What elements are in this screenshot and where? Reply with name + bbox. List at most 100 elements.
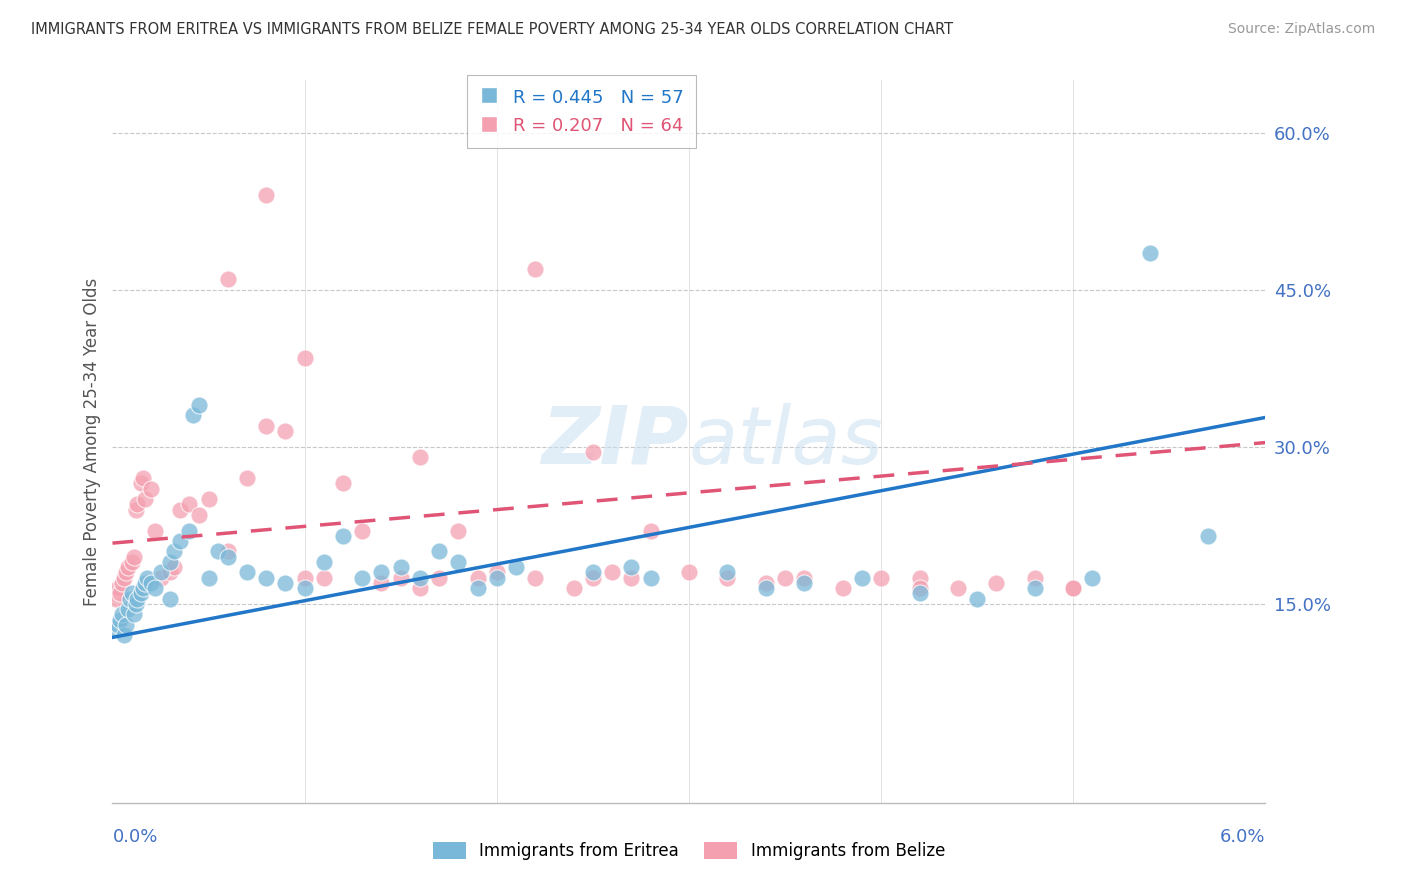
Point [129, 586, 153, 600]
Point [447, 524, 470, 538]
Point [143, 524, 166, 538]
Point [908, 586, 931, 600]
Point [217, 549, 239, 564]
Point [188, 508, 211, 522]
Point [370, 575, 392, 590]
Point [640, 571, 662, 585]
Point [352, 571, 374, 585]
Point [755, 575, 778, 590]
Text: 6.0%: 6.0% [1220, 828, 1265, 846]
Point [312, 571, 335, 585]
Point [716, 571, 738, 585]
Point [197, 571, 219, 585]
Point [108, 613, 131, 627]
Point [773, 571, 796, 585]
Point [136, 571, 159, 585]
Point [755, 581, 778, 595]
Point [524, 571, 547, 585]
Point [127, 497, 149, 511]
Point [946, 581, 969, 595]
Point [134, 575, 156, 590]
Point [505, 560, 527, 574]
Point [716, 566, 738, 580]
Point [169, 502, 191, 516]
Point [132, 471, 155, 485]
Point [485, 571, 508, 585]
Point [582, 566, 605, 580]
Point [107, 581, 129, 595]
Text: ZIP: ZIP [541, 402, 689, 481]
Point [159, 566, 181, 580]
Point [118, 591, 141, 606]
Point [274, 575, 297, 590]
Legend: Immigrants from Eritrea, Immigrants from Belize: Immigrants from Eritrea, Immigrants from… [426, 835, 952, 867]
Point [122, 549, 145, 564]
Point [134, 492, 156, 507]
Text: IMMIGRANTS FROM ERITREA VS IMMIGRANTS FROM BELIZE FEMALE POVERTY AMONG 25-34 YEA: IMMIGRANTS FROM ERITREA VS IMMIGRANTS FR… [31, 22, 953, 37]
Point [312, 555, 335, 569]
Point [409, 581, 432, 595]
Point [115, 617, 138, 632]
Point [485, 566, 508, 580]
Point [1081, 571, 1104, 585]
Point [121, 586, 143, 600]
Point [105, 623, 128, 637]
Text: atlas: atlas [689, 402, 884, 481]
Point [467, 581, 489, 595]
Point [851, 571, 873, 585]
Point [117, 560, 139, 574]
Point [254, 418, 277, 433]
Point [562, 581, 585, 595]
Point [163, 544, 186, 558]
Point [409, 450, 432, 465]
Point [332, 529, 354, 543]
Point [111, 575, 134, 590]
Point [793, 575, 815, 590]
Point [678, 566, 700, 580]
Point [447, 555, 470, 569]
Point [159, 591, 181, 606]
Point [966, 591, 988, 606]
Point [294, 581, 316, 595]
Point [127, 591, 149, 606]
Point [197, 492, 219, 507]
Point [129, 476, 153, 491]
Point [217, 272, 239, 286]
Point [427, 544, 450, 558]
Point [274, 424, 297, 438]
Point [111, 607, 134, 622]
Point [620, 560, 643, 574]
Point [294, 571, 316, 585]
Point [207, 544, 229, 558]
Point [107, 617, 129, 632]
Point [179, 497, 201, 511]
Point [188, 398, 211, 412]
Point [427, 571, 450, 585]
Point [793, 571, 815, 585]
Point [163, 560, 186, 574]
Point [1062, 581, 1084, 595]
Point [467, 571, 489, 585]
Point [139, 575, 162, 590]
Point [1062, 581, 1084, 595]
Point [149, 571, 172, 585]
Point [254, 188, 277, 202]
Point [524, 261, 547, 276]
Point [582, 571, 605, 585]
Point [409, 571, 432, 585]
Point [124, 597, 146, 611]
Point [236, 566, 259, 580]
Y-axis label: Female Poverty Among 25-34 Year Olds: Female Poverty Among 25-34 Year Olds [83, 277, 101, 606]
Point [352, 524, 374, 538]
Point [986, 575, 1008, 590]
Point [389, 571, 412, 585]
Point [870, 571, 893, 585]
Point [640, 524, 662, 538]
Point [1024, 581, 1046, 595]
Point [254, 571, 277, 585]
Point [117, 602, 139, 616]
Point [181, 409, 204, 423]
Point [600, 566, 623, 580]
Point [908, 581, 931, 595]
Point [1197, 529, 1219, 543]
